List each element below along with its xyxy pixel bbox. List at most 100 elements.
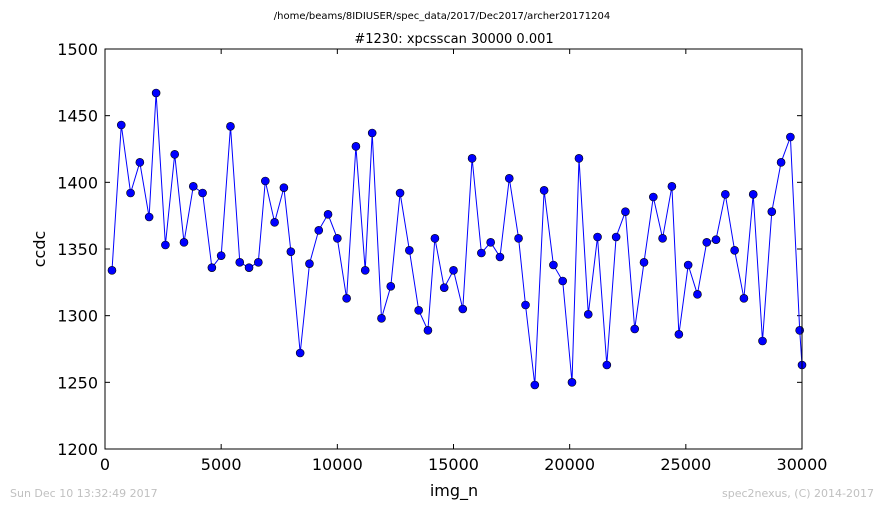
credit-label: spec2nexus, (C) 2014-2017 <box>722 487 874 500</box>
data-point <box>739 294 749 303</box>
y-tick-label: 1250 <box>57 373 98 392</box>
data-point <box>458 304 468 314</box>
data-point <box>574 154 584 163</box>
y-tick-label: 1500 <box>57 40 98 59</box>
data-point <box>593 232 602 242</box>
data-point <box>107 266 117 275</box>
x-tick-label: 10000 <box>312 455 363 474</box>
data-point <box>758 336 767 346</box>
data-point <box>539 186 549 195</box>
data-point <box>730 246 739 255</box>
data-point <box>702 238 712 247</box>
data-point <box>558 276 567 286</box>
data-point <box>254 258 263 267</box>
data-point <box>244 263 254 272</box>
data-point <box>530 380 540 390</box>
data-point <box>226 122 235 131</box>
data-point <box>161 240 170 250</box>
data-point <box>486 238 495 247</box>
chart-title: #1230: xpcsscan 30000 0.001 <box>354 32 553 47</box>
data-point <box>621 207 630 216</box>
axis-ticks: 0 5000 10000 15000 20000 25000 30000 1200 1250 13… <box>57 40 827 474</box>
data-point <box>235 258 245 267</box>
x-tick-label: 30000 <box>777 455 828 474</box>
data-point <box>333 234 342 243</box>
data-point <box>693 290 702 299</box>
data-point <box>207 263 217 272</box>
data-point <box>360 266 370 275</box>
data-point <box>683 260 693 270</box>
chart-suptitle: /home/beams/8IDIUSER/spec_data/2017/Dec2… <box>274 11 610 22</box>
data-point <box>504 174 514 183</box>
y-tick-label: 1350 <box>57 240 98 259</box>
data-point <box>295 348 305 358</box>
y-tick-label: 1400 <box>57 173 98 192</box>
data-point <box>495 252 505 262</box>
x-axis-label: img_n <box>430 481 478 501</box>
data-point <box>305 259 314 268</box>
data-point <box>611 232 621 242</box>
y-tick-label: 1300 <box>57 307 98 326</box>
x-tick-label: 0 <box>100 455 110 474</box>
data-point <box>748 190 758 199</box>
data-point <box>351 142 361 151</box>
data-point <box>144 212 154 222</box>
data-point <box>549 260 558 270</box>
data-point <box>439 283 449 292</box>
data-point <box>786 132 795 142</box>
data-point <box>216 251 226 260</box>
data-point <box>467 154 477 163</box>
data-point <box>116 120 126 130</box>
data-point <box>188 182 198 191</box>
data-point <box>711 235 721 244</box>
data-point <box>261 176 270 186</box>
data-point <box>423 326 433 335</box>
data-point <box>521 300 530 310</box>
data-point <box>767 207 777 216</box>
data-point <box>126 188 135 198</box>
y-tick-label: 1200 <box>57 440 98 459</box>
data-layer <box>107 88 807 390</box>
data-point <box>639 258 649 267</box>
data-point <box>270 218 279 227</box>
timestamp-label: Sun Dec 10 13:32:49 2017 <box>10 487 158 500</box>
data-point <box>179 238 189 247</box>
data-point <box>583 310 593 319</box>
data-point <box>630 324 640 334</box>
data-point <box>286 247 296 256</box>
data-point <box>395 188 405 198</box>
data-point <box>386 282 396 291</box>
plot-frame <box>104 48 803 450</box>
data-point <box>135 158 145 167</box>
data-point <box>649 192 658 202</box>
x-tick-label: 5000 <box>201 455 242 474</box>
data-point <box>314 226 324 235</box>
data-point <box>667 182 677 191</box>
data-point <box>514 234 523 243</box>
data-point <box>430 234 440 243</box>
data-point <box>449 266 458 275</box>
x-tick-label: 15000 <box>428 455 479 474</box>
data-point <box>323 210 333 219</box>
x-tick-label: 20000 <box>544 455 595 474</box>
data-point <box>342 294 351 303</box>
data-point <box>602 360 612 370</box>
data-point <box>414 306 423 315</box>
x-tick-label: 25000 <box>660 455 711 474</box>
data-point <box>405 246 414 255</box>
data-point <box>477 248 486 258</box>
data-point <box>198 188 207 198</box>
data-point <box>170 150 179 159</box>
data-point <box>279 183 289 192</box>
data-point <box>658 234 667 243</box>
data-point <box>151 88 161 98</box>
data-point <box>776 158 786 167</box>
data-point <box>721 190 730 199</box>
data-point <box>367 128 377 138</box>
series-line <box>111 92 803 386</box>
y-tick-label: 1450 <box>57 107 98 126</box>
data-point <box>377 314 386 323</box>
y-axis-label: ccdc <box>30 231 49 268</box>
data-point <box>674 330 684 339</box>
